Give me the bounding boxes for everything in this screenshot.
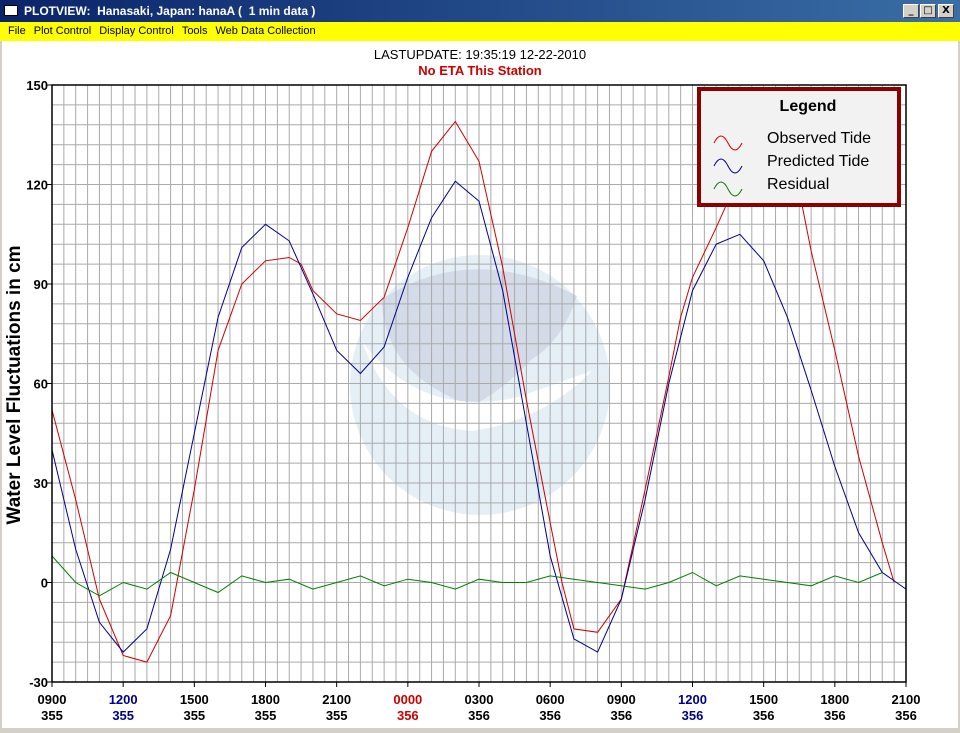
menu-display-control[interactable]: Display Control <box>99 25 174 37</box>
x-tick-time-label: 0900 <box>38 692 67 707</box>
window-title: PLOTVIEW: Hanasaki, Japan: hanaA ( 1 min… <box>24 4 316 18</box>
x-tick-day-label: 355 <box>183 708 205 723</box>
minimize-button[interactable]: _ <box>903 4 919 18</box>
legend-title: Legend <box>780 98 837 115</box>
x-tick-time-label: 2100 <box>322 692 351 707</box>
menu-file[interactable]: File <box>8 25 26 37</box>
menu-web-data-collection[interactable]: Web Data Collection <box>215 25 316 37</box>
series-line-predicted-tide <box>51 180 907 653</box>
y-axis-label: Water Level Fluctuations in cm <box>4 245 25 524</box>
x-tick-time-label: 1500 <box>180 692 209 707</box>
x-tick-day-label: 355 <box>112 708 134 723</box>
series-line-residual <box>51 555 883 597</box>
menu-plot-control[interactable]: Plot Control <box>33 25 92 37</box>
y-tick-label: -30 <box>29 675 48 690</box>
x-tick-day-label: 356 <box>824 708 846 723</box>
legend-residual-swatch <box>713 181 743 197</box>
x-tick-time-label: 1800 <box>251 692 280 707</box>
noaa-watermark-logo <box>350 255 610 515</box>
x-tick-time-label: 1200 <box>109 692 138 707</box>
y-tick-label: 30 <box>34 476 48 491</box>
title-bar: PLOTVIEW: Hanasaki, Japan: hanaA ( 1 min… <box>0 0 960 22</box>
y-tick-label: 150 <box>26 78 48 93</box>
last-update-label: LASTUPDATE: 19:35:19 12-22-2010 <box>374 47 586 62</box>
legend-predicted-swatch <box>713 158 743 174</box>
x-tick-day-label: 355 <box>41 708 63 723</box>
close-button[interactable]: X <box>938 4 954 18</box>
window-icon <box>4 5 18 16</box>
x-tick-time-label: 1500 <box>749 692 778 707</box>
legend-observed-swatch <box>713 135 743 151</box>
x-tick-day-label: 356 <box>895 708 917 723</box>
menu-bar: File Plot Control Display Control Tools Web … <box>0 22 960 41</box>
x-tick-day-label: 356 <box>397 708 419 723</box>
legend-predicted-label: Predicted Tide <box>767 153 869 170</box>
y-tick-label: 90 <box>34 277 48 292</box>
x-tick-time-label: 1800 <box>820 692 849 707</box>
x-tick-time-label: 0000 <box>393 692 422 707</box>
y-tick-label: 60 <box>34 377 48 392</box>
y-tick-label: 120 <box>26 178 48 193</box>
x-tick-day-label: 355 <box>326 708 348 723</box>
x-tick-time-label: 0300 <box>465 692 494 707</box>
x-tick-day-label: 356 <box>539 708 561 723</box>
x-tick-day-label: 356 <box>610 708 632 723</box>
plot-canvas: LASTUPDATE: 19:35:19 12-22-2010 No ETA T… <box>2 41 958 728</box>
x-tick-time-label: 0900 <box>607 692 636 707</box>
menu-tools[interactable]: Tools <box>181 25 208 37</box>
x-tick-day-label: 356 <box>468 708 490 723</box>
x-tick-time-label: 0600 <box>536 692 565 707</box>
y-tick-label: 0 <box>41 576 48 591</box>
maximize-button[interactable]: □ <box>920 4 936 18</box>
eta-status-label: No ETA This Station <box>418 63 542 78</box>
x-tick-day-label: 355 <box>255 708 277 723</box>
x-tick-day-label: 356 <box>682 708 704 723</box>
tide-chart: LASTUPDATE: 19:35:19 12-22-2010 No ETA T… <box>4 47 920 723</box>
legend-residual-label: Residual <box>767 176 829 193</box>
chart-legend: Legend Observed Tide Predicted Tide Resi… <box>697 87 901 207</box>
x-tick-time-label: 2100 <box>892 692 921 707</box>
chart-axes-layer: 1501209060300-30090035512003551500355180… <box>26 78 920 723</box>
legend-observed-label: Observed Tide <box>767 130 871 147</box>
x-tick-day-label: 356 <box>753 708 775 723</box>
x-tick-time-label: 1200 <box>678 692 707 707</box>
